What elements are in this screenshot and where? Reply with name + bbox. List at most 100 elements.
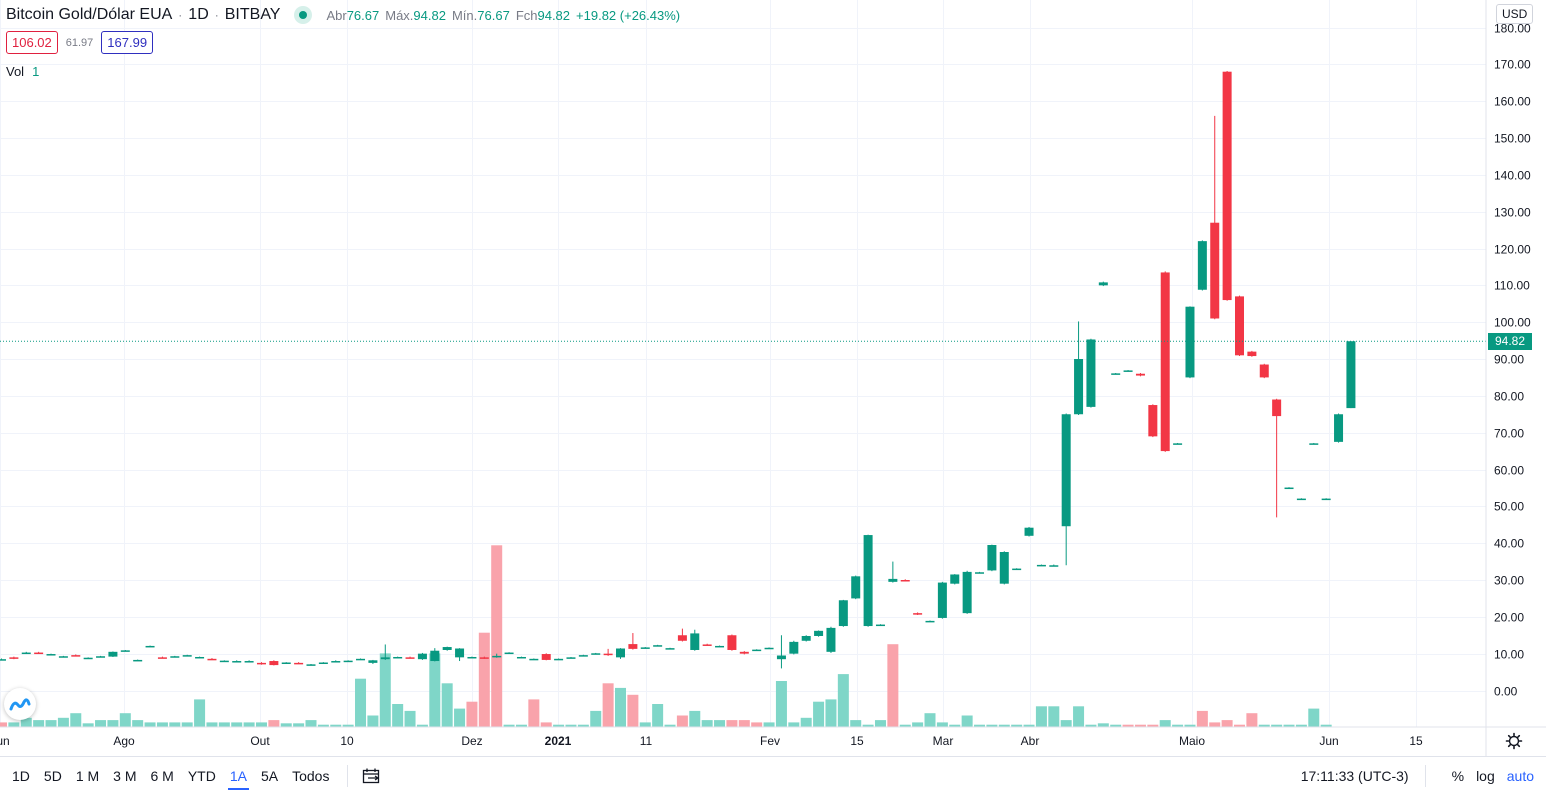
volume-bar — [293, 723, 305, 727]
candle — [455, 648, 465, 662]
indicator-left-value[interactable]: 106.02 — [6, 31, 58, 54]
symbol-title[interactable]: Bitcoin Gold/Dólar EUA — [6, 6, 173, 23]
clock-time[interactable]: 17:11:33 (UTC-3) — [1300, 767, 1409, 784]
candle — [1321, 498, 1331, 501]
candle — [677, 628, 687, 642]
candle — [975, 571, 985, 574]
price-tick-label: 130.00 — [1494, 206, 1531, 220]
candle — [999, 551, 1009, 585]
volume-bar — [156, 722, 168, 727]
candle — [244, 660, 254, 663]
candle-body — [888, 578, 898, 582]
exchange-label: BITBAY — [224, 6, 281, 23]
volume-bar — [701, 720, 713, 727]
candle — [58, 655, 68, 658]
range-1d[interactable]: 1D — [12, 767, 30, 784]
volume-bar — [70, 713, 82, 727]
candle — [157, 656, 167, 659]
candle-body — [838, 600, 848, 627]
range-5d[interactable]: 5D — [43, 767, 62, 784]
candle — [145, 645, 155, 648]
market-status-icon[interactable] — [294, 6, 313, 24]
price-chart[interactable]: 180.00170.00160.00150.00140.00130.00120.… — [0, 0, 1546, 756]
range-1m[interactable]: 1 M — [75, 767, 100, 784]
candle-body — [133, 659, 143, 662]
indicator-right-value[interactable]: 167.99 — [101, 31, 154, 54]
candle-body — [157, 657, 167, 659]
time-tick-label: Maio — [1179, 734, 1205, 748]
candle — [1173, 442, 1183, 445]
candle-body — [1098, 282, 1108, 286]
volume-bar — [1258, 724, 1270, 727]
volume-bar — [1011, 724, 1023, 727]
volume-bar — [565, 724, 577, 727]
price-tick-label: 110.00 — [1494, 279, 1530, 293]
volume-bar — [1209, 722, 1221, 727]
volume-bar — [924, 713, 936, 727]
price-tick-label: 120.00 — [1494, 243, 1531, 257]
range-ytd[interactable]: YTD — [187, 767, 216, 784]
candle-body — [764, 647, 774, 650]
candle-body — [1259, 364, 1269, 378]
price-tick-label: 150.00 — [1494, 132, 1531, 146]
grid — [0, 0, 1486, 727]
time-axis[interactable]: Jun Ago Out 10 Dez 2021 11 Fev 15 Mar Abr Maio Jun 15 — [0, 734, 1423, 748]
candle — [578, 654, 588, 657]
tradingview-logo-icon[interactable] — [4, 688, 36, 720]
volume-legend[interactable]: Vol 1 — [6, 64, 39, 79]
high-value: 94.82 — [413, 7, 446, 23]
candle-body — [430, 650, 440, 662]
date-range-calendar-icon[interactable] — [362, 767, 382, 785]
price-axis[interactable]: 180.00 170.00 160.00 150.00 140.00 130.00 120.… — [1494, 22, 1531, 699]
candle — [529, 658, 539, 661]
indicator-values: 106.02 61.97 167.99 — [6, 31, 154, 54]
range-1y[interactable]: 1A — [227, 767, 250, 790]
price-tick-label: 180.00 — [1494, 22, 1531, 36]
candle-body — [207, 658, 217, 661]
currency-button[interactable]: USD — [1496, 4, 1534, 24]
candle-body — [417, 653, 427, 660]
range-6m[interactable]: 6 M — [150, 767, 174, 784]
volume-bar — [503, 724, 515, 727]
log-scale-toggle[interactable]: log — [1476, 767, 1495, 784]
candle-body — [343, 660, 353, 663]
candle-body — [727, 635, 737, 650]
time-tick-label: 2021 — [545, 734, 572, 748]
volume-bar — [206, 722, 218, 727]
settings-gear-icon[interactable] — [1505, 732, 1523, 750]
interval-label[interactable]: 1D — [188, 6, 209, 23]
volume-bar — [590, 710, 602, 727]
volume-bar — [355, 678, 367, 727]
volume-bar — [1308, 708, 1320, 727]
candle — [356, 658, 366, 661]
candle — [492, 653, 502, 658]
range-all[interactable]: Todos — [292, 767, 330, 784]
volume-bar — [676, 715, 688, 727]
candle-body — [1173, 443, 1183, 445]
candle-body — [554, 658, 564, 661]
candle-body — [1061, 414, 1071, 527]
candle-body — [900, 580, 910, 582]
candle-body — [504, 652, 514, 655]
volume-bar — [1085, 724, 1097, 727]
candle-body — [356, 658, 366, 661]
percent-scale-toggle[interactable]: % — [1451, 767, 1465, 784]
candle — [1247, 350, 1257, 357]
range-5y[interactable]: 5A — [260, 767, 279, 784]
low-value: 76.67 — [477, 7, 510, 23]
auto-scale-toggle[interactable]: auto — [1506, 767, 1534, 784]
volume-bar — [1221, 720, 1233, 727]
candle — [640, 647, 650, 649]
candle-body — [1086, 339, 1096, 407]
range-3m[interactable]: 3 M — [113, 767, 137, 784]
volume-bar — [268, 720, 280, 727]
candle-body — [306, 664, 316, 666]
volume-bar — [429, 653, 441, 727]
candle — [380, 644, 390, 660]
price-tick-label: 140.00 — [1494, 169, 1531, 183]
volume-bar — [751, 722, 763, 727]
volume-bar — [1271, 724, 1283, 727]
candle-body — [1012, 568, 1022, 571]
volume-bar — [949, 724, 961, 727]
volume-bar — [1122, 724, 1134, 727]
